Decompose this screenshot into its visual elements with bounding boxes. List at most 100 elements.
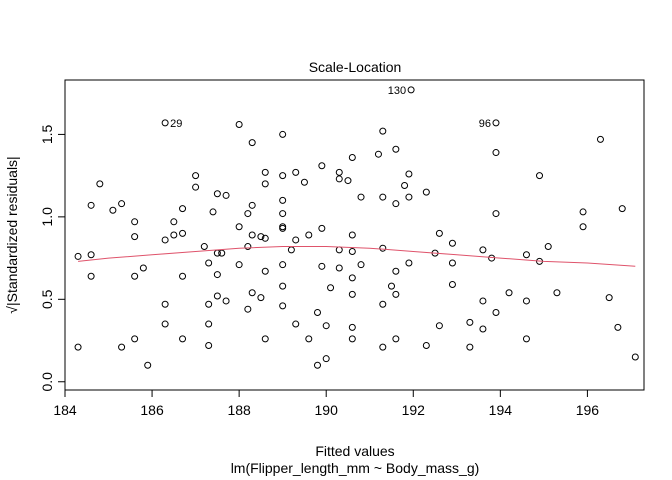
- data-point: [596, 135, 604, 143]
- data-point: [479, 246, 487, 254]
- data-point: [279, 302, 287, 310]
- data-point: [313, 309, 321, 316]
- data-point: [87, 251, 95, 259]
- data-point: [379, 127, 387, 135]
- point-labels: 29 130 96: [170, 85, 491, 130]
- data-point: [405, 170, 413, 178]
- data-point: [118, 343, 126, 351]
- data-point: [305, 231, 313, 239]
- data-point: [287, 246, 295, 254]
- data-point: [144, 361, 152, 369]
- data-point: [248, 201, 256, 209]
- data-point: [379, 244, 387, 252]
- data-point: [313, 361, 321, 369]
- data-point: [248, 289, 256, 297]
- data-point: [222, 297, 230, 305]
- data-point: [261, 180, 269, 188]
- data-point: [327, 284, 335, 292]
- x-tick-label: 190: [315, 402, 339, 418]
- point-label: 130: [388, 85, 406, 97]
- data-point: [213, 292, 221, 300]
- data-point: [479, 325, 487, 333]
- point-label: 29: [170, 118, 182, 130]
- data-point: [213, 190, 221, 198]
- data-point: [379, 300, 387, 308]
- data-point: [522, 335, 530, 343]
- data-point: [279, 210, 287, 218]
- data-point: [392, 290, 400, 298]
- data-point: [292, 320, 300, 328]
- data-point: [131, 335, 139, 343]
- data-point: [235, 261, 243, 269]
- data-point: [348, 290, 356, 298]
- data-point: [179, 335, 187, 343]
- data-point: [161, 236, 169, 244]
- x-axis-title: Fitted values: [315, 443, 394, 459]
- data-point: [407, 86, 415, 94]
- data-point: [244, 305, 252, 313]
- data-point: [161, 300, 169, 308]
- data-point: [479, 297, 487, 305]
- data-point: [257, 233, 265, 241]
- data-point: [392, 200, 400, 208]
- data-point: [379, 343, 387, 351]
- data-point: [261, 168, 269, 176]
- data-point: [492, 210, 500, 218]
- data-point: [401, 182, 409, 190]
- data-point: [279, 196, 287, 204]
- data-point: [244, 243, 252, 251]
- data-point: [74, 252, 82, 260]
- data-point: [292, 236, 300, 244]
- data-point: [118, 200, 126, 208]
- data-point: [466, 318, 474, 326]
- data-point: [522, 251, 530, 259]
- data-point: [131, 233, 139, 241]
- data-point: [492, 309, 500, 316]
- data-point: [322, 322, 330, 330]
- data-point: [170, 231, 178, 239]
- data-point: [492, 149, 500, 157]
- data-point: [392, 335, 400, 343]
- data-point: [131, 272, 139, 280]
- data-point: [348, 274, 356, 282]
- y-tick-label: 1.5: [39, 124, 55, 144]
- data-point: [179, 229, 187, 237]
- data-point: [344, 177, 352, 185]
- data-point: [357, 261, 365, 269]
- data-point: [161, 320, 169, 328]
- data-point: [248, 231, 256, 239]
- data-point: [305, 335, 313, 343]
- data-point: [348, 154, 356, 161]
- data-point: [109, 206, 117, 214]
- chart-title: Scale-Location: [309, 59, 402, 75]
- data-point: [235, 223, 243, 231]
- data-point: [357, 193, 365, 201]
- data-point: [392, 145, 400, 153]
- data-point: [192, 172, 200, 180]
- data-point: [435, 322, 443, 330]
- data-point: [318, 262, 326, 270]
- data-point: [131, 218, 139, 226]
- data-point: [536, 172, 544, 180]
- data-point: [279, 261, 287, 269]
- data-point: [335, 168, 343, 176]
- data-point: [96, 180, 104, 188]
- data-point: [300, 178, 308, 186]
- data-point: [87, 201, 95, 209]
- data-point: [74, 343, 82, 351]
- y-axis-title: √|Standardized residuals|: [4, 156, 20, 313]
- data-point: [522, 297, 530, 305]
- data-point: [261, 335, 269, 343]
- data-point: [448, 280, 456, 288]
- x-tick-label: 186: [140, 402, 164, 418]
- data-point: [279, 172, 287, 180]
- data-point: [544, 243, 552, 251]
- data-point: [318, 162, 326, 170]
- data-point: [348, 335, 356, 343]
- data-point: [579, 223, 587, 231]
- data-point: [335, 264, 343, 272]
- data-point: [492, 119, 500, 127]
- plot-box: [64, 79, 645, 391]
- data-point: [505, 289, 513, 297]
